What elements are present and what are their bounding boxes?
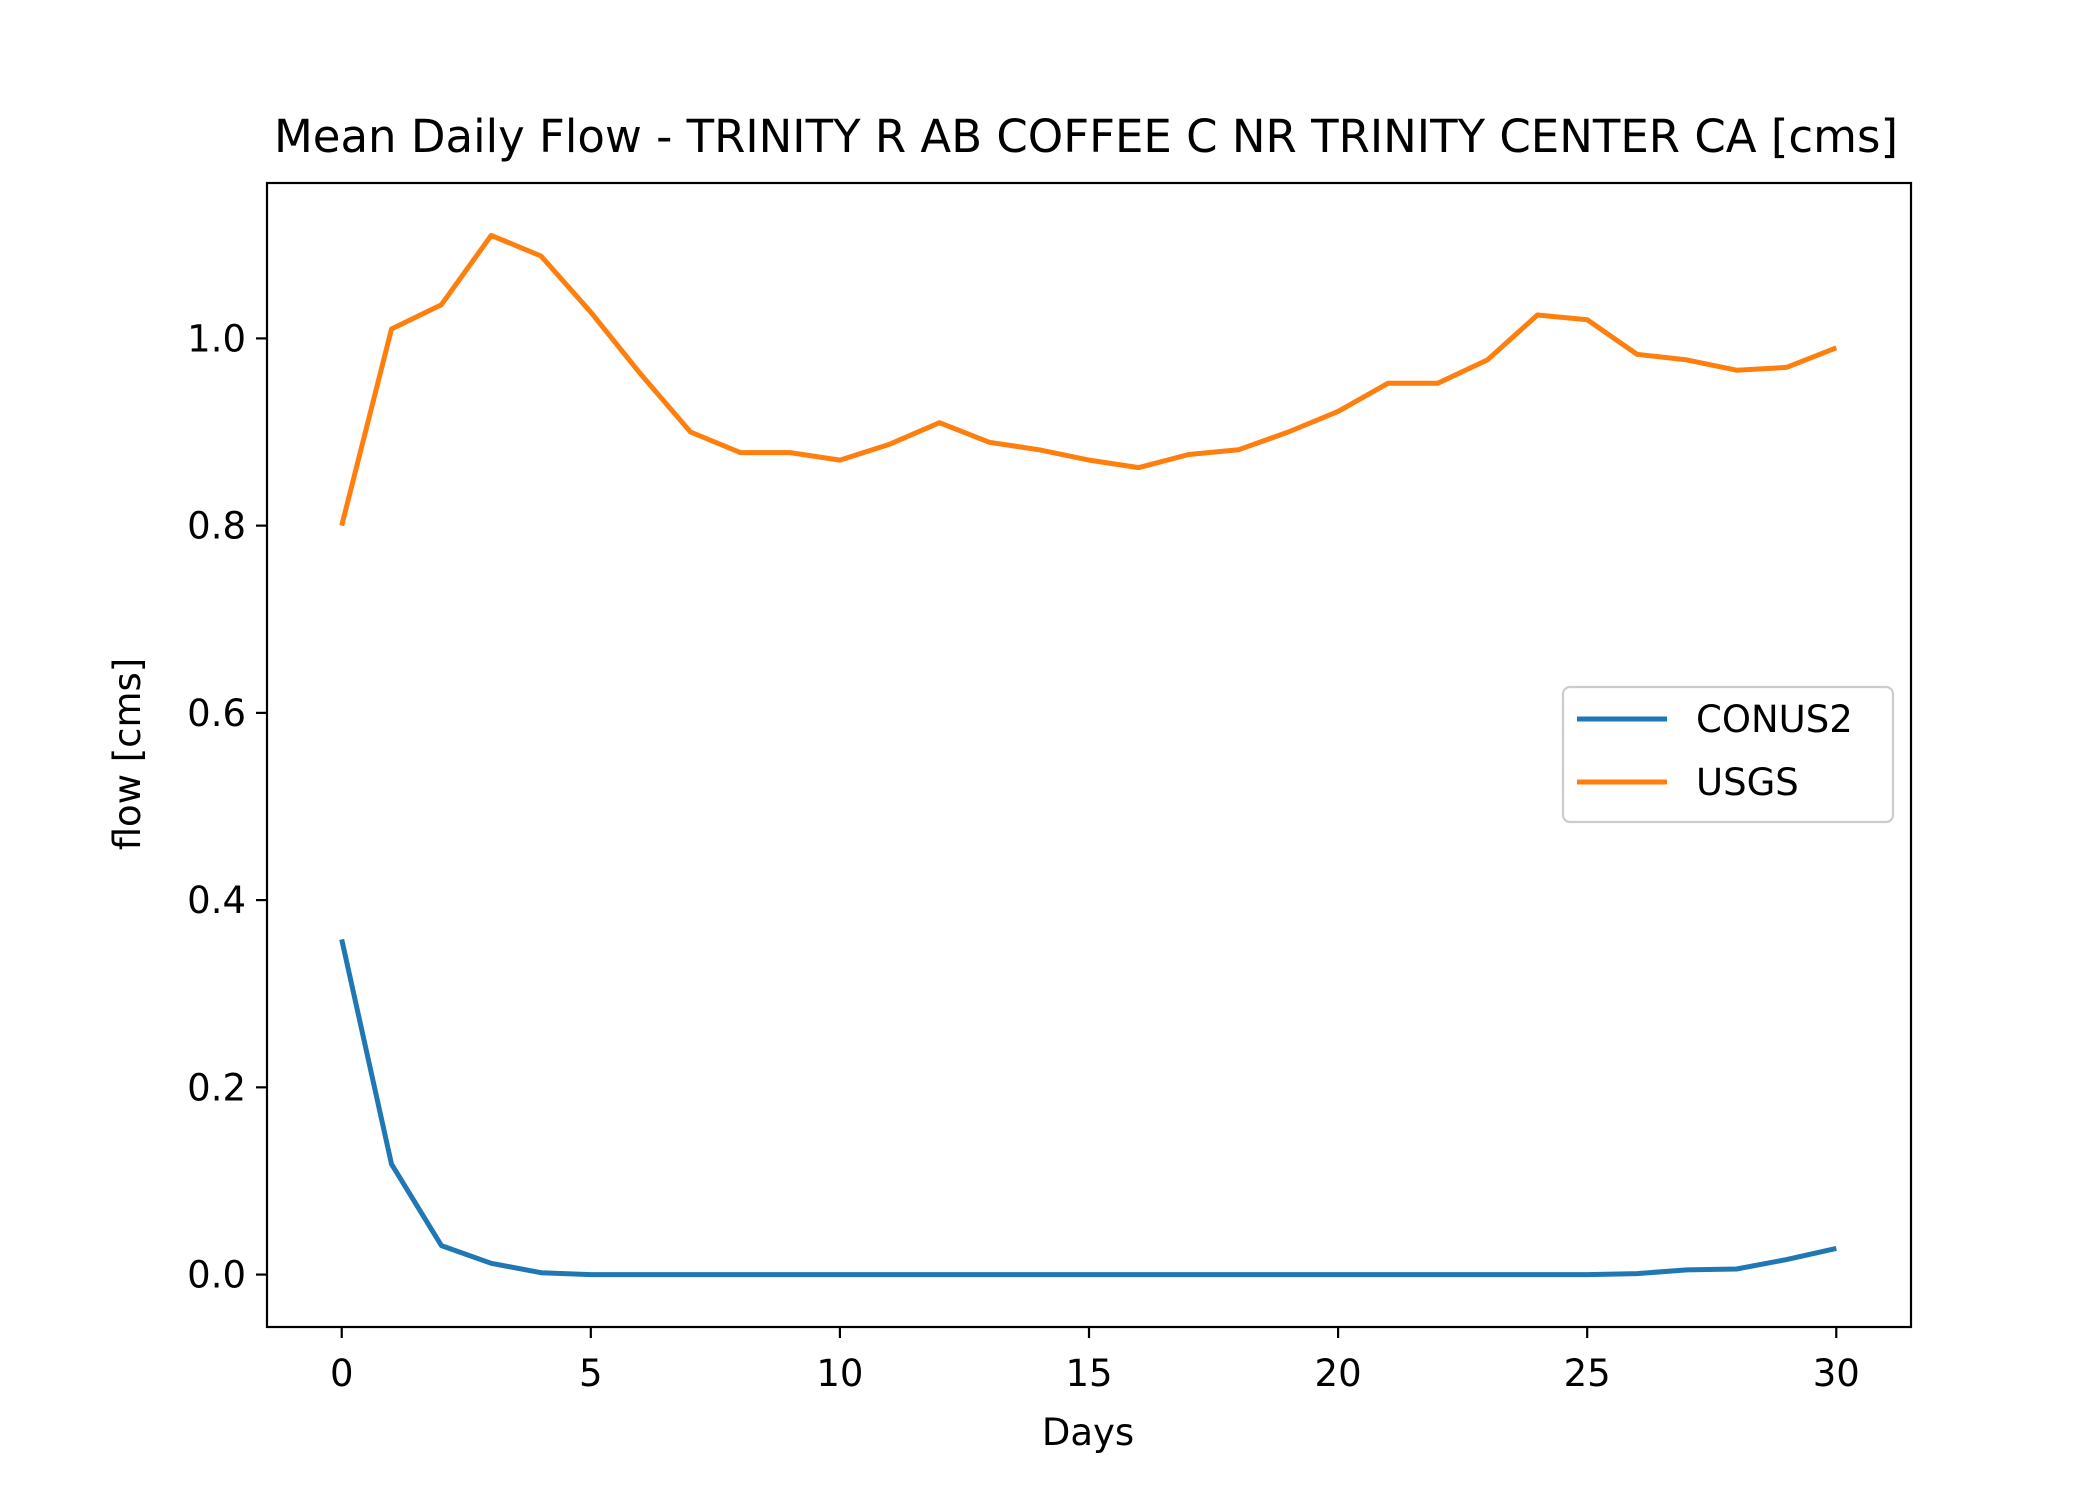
y-axis-title: flow [cms] [106, 658, 149, 851]
x-tick-label: 25 [1564, 1352, 1611, 1395]
y-tick-label: 0.8 [187, 505, 246, 548]
y-tick-label: 0.2 [187, 1066, 246, 1109]
x-tick-label: 20 [1315, 1352, 1362, 1395]
y-tick-label: 1.0 [187, 317, 246, 360]
y-axis: 0.0 0.2 0.4 0.6 0.8 1.0 [187, 317, 267, 1297]
x-axis-title: Days [1042, 1411, 1134, 1454]
legend-label-conus2: CONUS2 [1696, 698, 1853, 741]
legend-label-usgs: USGS [1696, 761, 1799, 804]
series-line-usgs [339, 232, 1838, 527]
legend: CONUS2 USGS [1561, 685, 1895, 824]
chart-title: Mean Daily Flow - TRINITY R AB COFFEE C … [274, 110, 1898, 163]
x-tick-label: 5 [579, 1352, 603, 1395]
y-tick-label: 0.6 [187, 692, 246, 735]
y-tick-label: 0.4 [187, 879, 246, 922]
y-tick-label: 0.0 [187, 1254, 246, 1297]
series-layer [339, 232, 1838, 1278]
x-tick-label: 0 [330, 1352, 354, 1395]
x-tick-label: 30 [1813, 1352, 1860, 1395]
x-axis: 0 5 10 15 20 25 30 [330, 1327, 1860, 1395]
series-line-conus2 [339, 938, 1837, 1278]
x-tick-label: 10 [816, 1352, 863, 1395]
x-tick-label: 15 [1065, 1352, 1112, 1395]
